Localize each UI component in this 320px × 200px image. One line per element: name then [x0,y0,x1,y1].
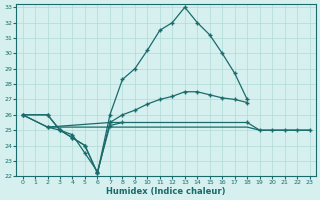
X-axis label: Humidex (Indice chaleur): Humidex (Indice chaleur) [106,187,226,196]
